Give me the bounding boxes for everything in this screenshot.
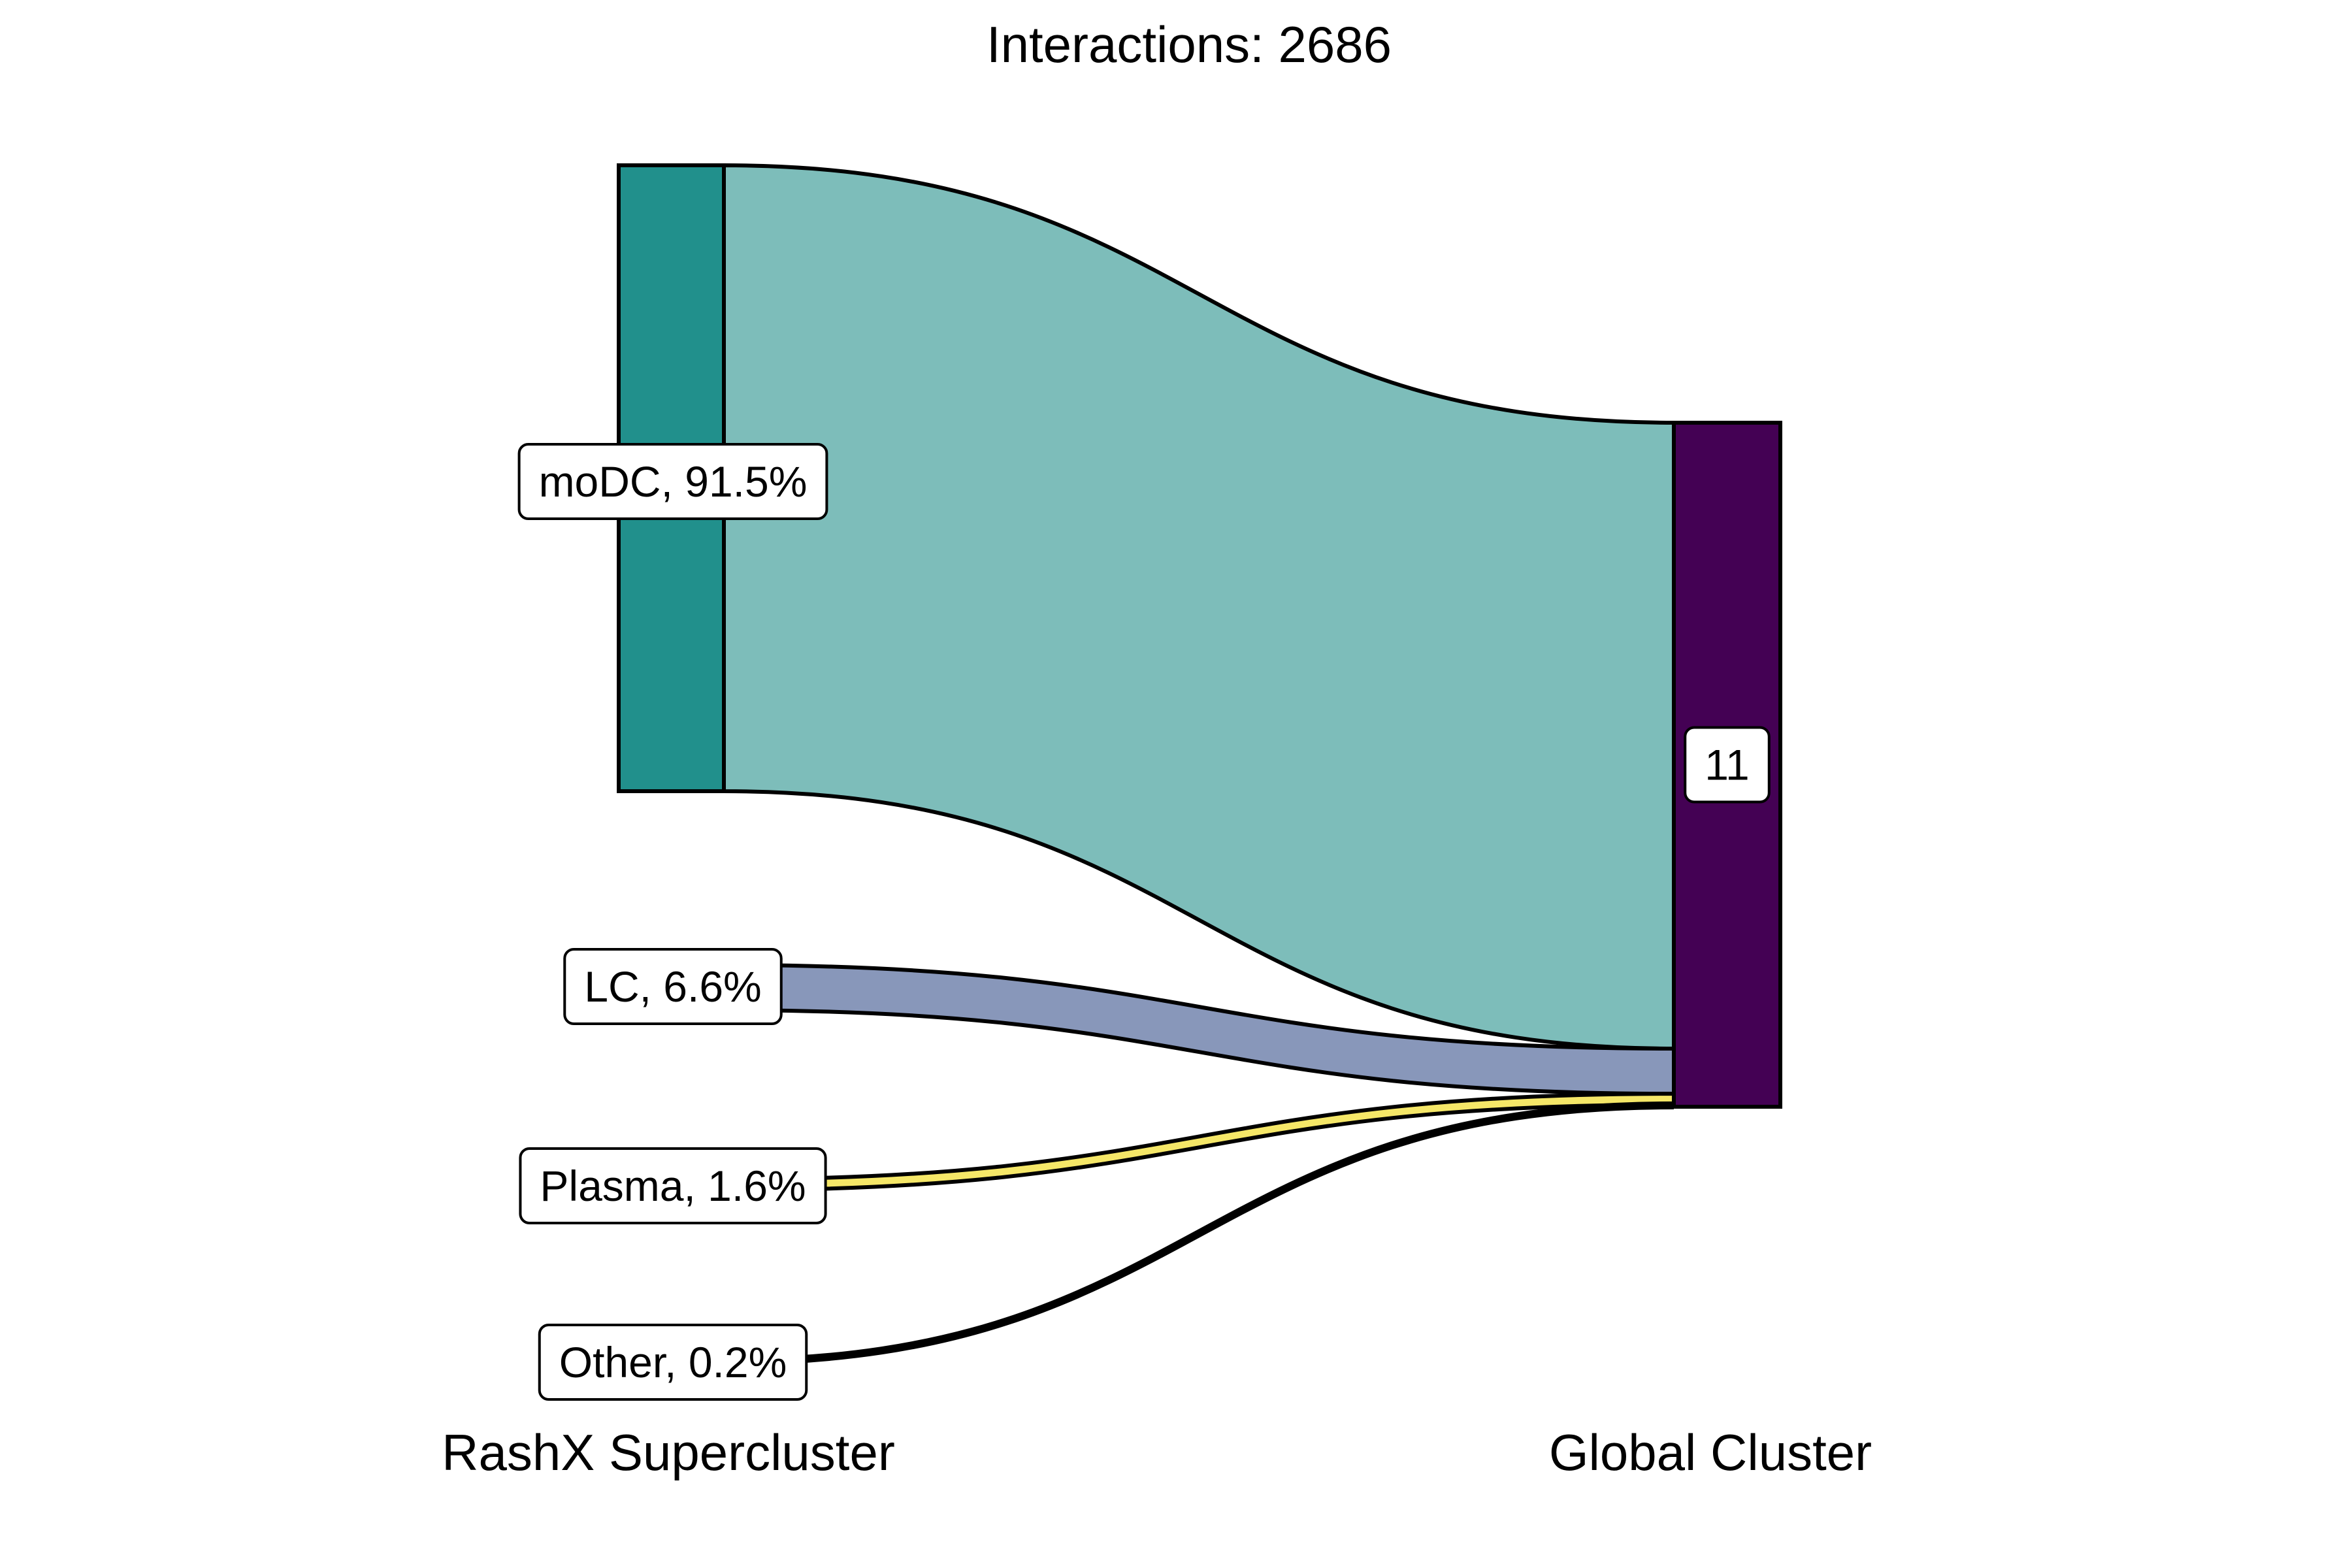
- flow-modc: [722, 163, 1676, 1051]
- source-label-modc-box: [517, 443, 828, 520]
- flow-other-outline: [723, 1101, 1674, 1366]
- source-label-modc: moDC, 91.5%: [517, 443, 828, 520]
- source-label-lc-text: LC, 6.6%: [584, 962, 761, 1011]
- source-label-plasma-box: [519, 1147, 827, 1224]
- chart-title: Interactions: 2686: [987, 16, 1392, 73]
- flows-layer: [722, 163, 1676, 1366]
- source-label-other-box: [538, 1324, 808, 1401]
- right-axis-label: Global Cluster: [1549, 1424, 1872, 1481]
- left-axis-label: RashX Supercluster: [442, 1424, 895, 1481]
- source-label-lc: LC, 6.6%: [563, 948, 783, 1025]
- flow-plasma: [722, 1092, 1676, 1192]
- source-label-other: Other, 0.2%: [538, 1324, 808, 1401]
- target-label-11-text: 11: [1705, 741, 1750, 789]
- source-label-modc-text: moDC, 91.5%: [539, 457, 808, 506]
- source-label-plasma-text: Plasma, 1.6%: [540, 1162, 806, 1210]
- target-label-11: 11: [1684, 726, 1771, 804]
- source-label-other-text: Other, 0.2%: [559, 1338, 787, 1386]
- target-label-11-box: [1684, 726, 1771, 804]
- labels-layer: moDC, 91.5% LC, 6.6% Plasma, 1.6% Other, 0.…: [517, 443, 1771, 1401]
- source-label-plasma: Plasma, 1.6%: [519, 1147, 827, 1224]
- flow-other: [723, 1101, 1674, 1366]
- source-label-lc-box: [563, 948, 783, 1025]
